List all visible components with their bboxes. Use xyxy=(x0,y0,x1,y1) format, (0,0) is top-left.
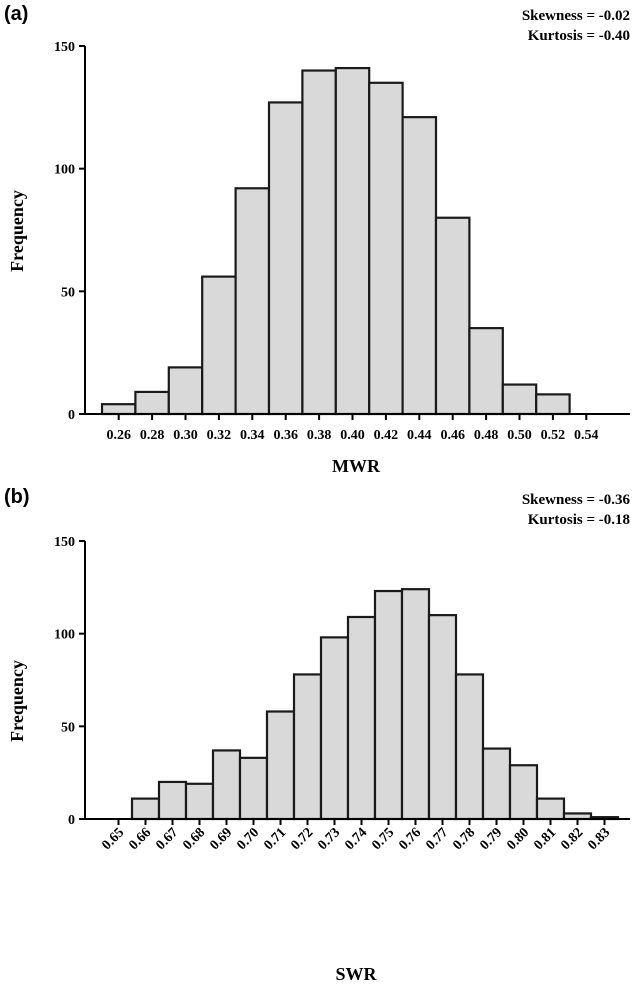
x-tick-label-a-0.40: 0.40 xyxy=(340,428,365,443)
x-tick-label-a-0.28: 0.28 xyxy=(140,428,165,443)
bar-a-0.42 xyxy=(368,81,404,416)
histogram-panel-a: (a) Skewness = -0.02 Kurtosis = -0.40 MW… xyxy=(0,0,635,480)
x-tick-label-a-0.54: 0.54 xyxy=(574,428,599,443)
x-tick-label-a-0.44: 0.44 xyxy=(407,428,432,443)
x-tick-label-a-0.26: 0.26 xyxy=(106,428,131,443)
bar-b-0.79 xyxy=(481,747,512,821)
skewness-stat-b: Skewness = -0.36 xyxy=(522,492,631,508)
x-tick-label-b-0.82: 0.82 xyxy=(558,825,586,853)
histogram-panel-b: (b) Skewness = -0.36 Kurtosis = -0.18 SW… xyxy=(0,480,635,987)
bar-b-0.69 xyxy=(211,749,242,821)
y-tick-label-b-100: 100 xyxy=(54,628,75,643)
y-tick-label-a-150: 150 xyxy=(54,40,75,55)
x-tick-label-b-0.65: 0.65 xyxy=(99,825,127,853)
bar-b-0.66 xyxy=(130,797,161,821)
bar-b-0.72 xyxy=(292,673,323,821)
bar-a-0.34 xyxy=(234,187,271,416)
x-tick-label-b-0.83: 0.83 xyxy=(585,825,613,853)
bar-b-0.80 xyxy=(508,764,539,821)
x-tick-label-a-0.52: 0.52 xyxy=(541,428,566,443)
bar-b-0.76 xyxy=(400,588,431,821)
x-tick-label-b-0.69: 0.69 xyxy=(207,825,235,853)
bar-b-0.77 xyxy=(427,614,458,821)
x-tick-label-b-0.67: 0.67 xyxy=(153,825,181,853)
bar-b-0.68 xyxy=(184,782,215,821)
y-axis-title-b: Frequency xyxy=(7,660,27,742)
bar-a-0.46 xyxy=(434,216,471,416)
x-tick-label-b-0.74: 0.74 xyxy=(342,825,370,853)
bar-a-0.32 xyxy=(201,275,237,416)
x-axis-title-a: MWR xyxy=(332,456,381,476)
bar-a-0.36 xyxy=(267,101,304,416)
x-tick-label-b-0.68: 0.68 xyxy=(180,825,208,853)
skewness-stat-a: Skewness = -0.02 xyxy=(522,8,630,24)
x-tick-label-a-0.48: 0.48 xyxy=(474,428,499,443)
bar-a-0.48 xyxy=(468,327,504,416)
y-tick-label-a-0: 0 xyxy=(68,408,75,423)
panel-label-a: (a) xyxy=(4,3,28,25)
bar-b-0.70 xyxy=(238,756,269,821)
bar-b-0.78 xyxy=(454,673,485,821)
plot-area-a: 0 50 100 150 0.26 0.28 0.30 0.32 0.34 0.36 0.38 0.4… xyxy=(54,40,630,443)
bar-a-0.30 xyxy=(167,366,204,416)
x-tick-label-b-0.71: 0.71 xyxy=(261,825,289,853)
x-tick-label-a-0.32: 0.32 xyxy=(207,428,232,443)
x-tick-label-a-0.38: 0.38 xyxy=(307,428,332,443)
y-tick-label-b-150: 150 xyxy=(54,535,75,550)
y-tick-label-a-100: 100 xyxy=(54,163,75,178)
x-tick-label-b-0.80: 0.80 xyxy=(504,825,532,853)
bar-a-0.40 xyxy=(334,66,371,416)
x-tick-label-a-0.42: 0.42 xyxy=(374,428,399,443)
x-tick-label-b-0.73: 0.73 xyxy=(315,825,343,853)
x-tick-label-b-0.77: 0.77 xyxy=(423,825,451,853)
y-axis-title-a: Frequency xyxy=(7,190,27,272)
bar-a-0.38 xyxy=(301,69,337,416)
x-tick-label-b-0.78: 0.78 xyxy=(450,825,478,853)
bar-b-0.71 xyxy=(265,710,296,821)
bar-b-0.81 xyxy=(535,797,566,821)
x-tick-label-b-0.79: 0.79 xyxy=(477,825,505,853)
bar-a-0.52 xyxy=(535,393,571,416)
kurtosis-stat-a: Kurtosis = -0.40 xyxy=(528,28,630,44)
x-tick-label-b-0.76: 0.76 xyxy=(396,825,424,853)
bar-a-0.28 xyxy=(134,390,170,416)
x-tick-label-b-0.75: 0.75 xyxy=(369,825,397,853)
x-tick-label-a-0.30: 0.30 xyxy=(173,428,198,443)
x-tick-label-a-0.46: 0.46 xyxy=(440,428,465,443)
bar-a-0.44 xyxy=(401,116,438,416)
x-tick-label-a-0.50: 0.50 xyxy=(507,428,532,443)
x-axis-title-b: SWR xyxy=(335,964,377,984)
bar-b-0.75 xyxy=(373,589,404,821)
bar-a-0.50 xyxy=(501,383,538,416)
y-tick-label-b-0: 0 xyxy=(68,813,75,828)
bar-b-0.67 xyxy=(157,780,188,821)
x-tick-label-a-0.34: 0.34 xyxy=(240,428,265,443)
x-tick-label-b-0.72: 0.72 xyxy=(288,825,316,853)
y-tick-label-b-50: 50 xyxy=(61,720,75,735)
kurtosis-stat-b: Kurtosis = -0.18 xyxy=(528,512,630,528)
bar-b-0.74 xyxy=(346,615,377,821)
y-tick-label-a-50: 50 xyxy=(61,285,75,300)
x-tick-label-b-0.66: 0.66 xyxy=(126,825,154,853)
bar-b-0.73 xyxy=(319,636,350,821)
x-tick-label-b-0.81: 0.81 xyxy=(531,825,559,853)
histogram-a-svg: (a) Skewness = -0.02 Kurtosis = -0.40 MW… xyxy=(4,3,630,476)
bar-a-0.26 xyxy=(100,403,137,416)
histogram-b-svg: (b) Skewness = -0.36 Kurtosis = -0.18 SW… xyxy=(4,486,631,984)
x-tick-label-a-0.36: 0.36 xyxy=(273,428,298,443)
x-tick-label-b-0.70: 0.70 xyxy=(234,825,262,853)
panel-label-b: (b) xyxy=(4,486,30,508)
